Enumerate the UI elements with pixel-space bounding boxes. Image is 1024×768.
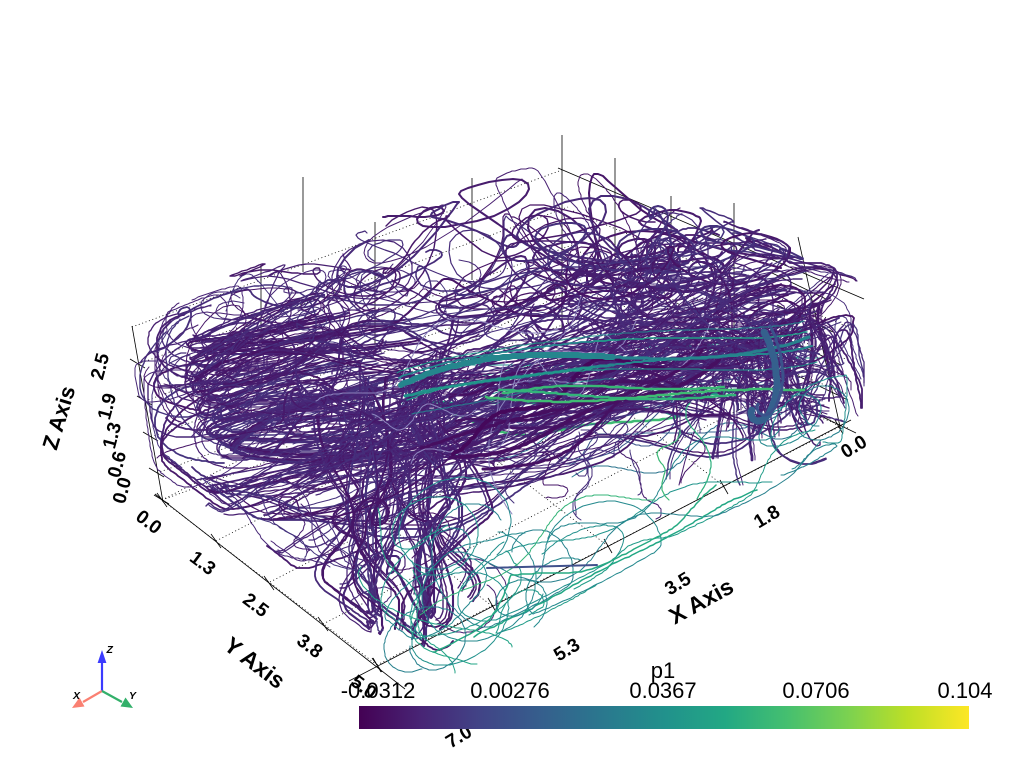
svg-text:0.104: 0.104 bbox=[937, 678, 992, 703]
svg-text:Y: Y bbox=[129, 690, 137, 702]
svg-text:-0.0312: -0.0312 bbox=[341, 678, 416, 703]
svg-text:0.0706: 0.0706 bbox=[782, 678, 849, 703]
svg-text:Z: Z bbox=[106, 644, 114, 656]
svg-text:X: X bbox=[72, 690, 81, 702]
svg-text:p1: p1 bbox=[651, 658, 675, 683]
svg-text:0.0367: 0.0367 bbox=[629, 678, 696, 703]
svg-text:0.00276: 0.00276 bbox=[470, 678, 550, 703]
